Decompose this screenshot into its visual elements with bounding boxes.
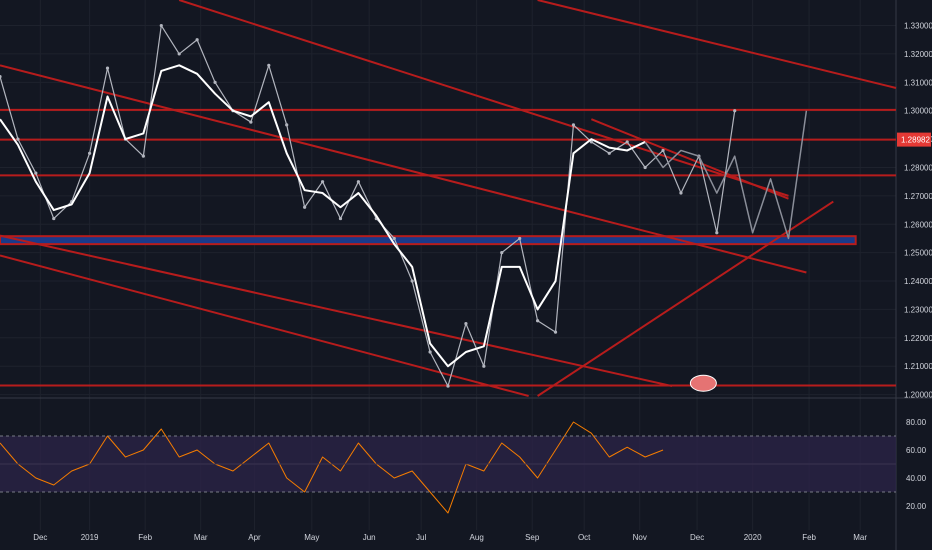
time-tick-label: Dec — [33, 533, 47, 542]
price-point — [589, 140, 593, 144]
price-point — [356, 180, 360, 184]
time-tick-label: Jun — [363, 533, 376, 542]
oscillator-tick-label: 60.00 — [906, 446, 927, 455]
price-point — [34, 171, 38, 175]
moving-average-series — [0, 64, 646, 368]
time-tick-label: Feb — [802, 533, 816, 542]
price-point — [482, 364, 486, 368]
price-point — [428, 350, 432, 354]
oscillator-tick-label: 20.00 — [906, 502, 927, 511]
price-point — [446, 384, 450, 388]
price-point — [733, 109, 737, 113]
note-marker-shape — [689, 374, 717, 392]
price-tick-label: 1.24000 — [904, 277, 932, 286]
price-point — [195, 38, 199, 42]
price-point — [0, 75, 2, 79]
price-series — [0, 23, 737, 388]
trend-line — [0, 64, 807, 274]
price-tick-label: 1.31000 — [904, 78, 932, 87]
price-point — [88, 151, 92, 155]
trend-lines — [0, 0, 897, 397]
price-point — [464, 322, 468, 326]
price-point — [536, 319, 540, 323]
price-axis: 1.20000 1.21000 1.22000 1.23000 1.24000 1.250… — [904, 22, 932, 400]
price-point — [392, 236, 396, 241]
time-tick-label: Oct — [578, 533, 591, 542]
time-tick-label: Apr — [248, 533, 261, 542]
price-tick-label: 1.28000 — [904, 163, 932, 172]
current-price-label: 1.28982 — [901, 136, 930, 145]
time-tick-label: Mar — [194, 533, 208, 542]
trend-line — [0, 234, 673, 388]
support-zone — [0, 235, 857, 246]
price-point — [661, 148, 665, 153]
time-tick-label: Nov — [633, 533, 647, 542]
price-point — [625, 140, 629, 144]
price-point — [553, 330, 558, 334]
current-price-tag: 1.28982 — [897, 132, 931, 147]
price-point — [410, 279, 414, 283]
price-point — [105, 66, 110, 70]
price-point — [159, 23, 163, 28]
trend-line — [537, 200, 834, 397]
price-point — [285, 123, 289, 127]
time-tick-label: Sep — [525, 533, 540, 542]
price-tick-label: 1.21000 — [904, 362, 932, 371]
projection-path — [644, 110, 808, 240]
trend-line — [537, 0, 897, 89]
note-marker-badge — [689, 374, 717, 392]
trend-line — [178, 0, 789, 197]
oscillator-axis: 20.00 40.00 60.00 80.00 — [0, 418, 927, 511]
price-point — [16, 137, 20, 141]
time-tick-label: Feb — [138, 533, 152, 542]
price-point — [303, 205, 307, 209]
price-line — [0, 24, 736, 387]
price-point — [320, 180, 325, 184]
price-point — [338, 216, 343, 221]
time-tick-label: Dec — [690, 533, 704, 542]
price-point — [571, 123, 576, 127]
price-point — [715, 231, 719, 235]
trend-line — [0, 254, 529, 397]
price-tick-label: 1.25000 — [904, 249, 932, 258]
time-tick-label: Jul — [416, 533, 426, 542]
price-point — [249, 120, 253, 124]
projection-line — [644, 110, 808, 240]
oscillator-tick-label: 80.00 — [906, 418, 927, 427]
price-point — [500, 251, 504, 255]
time-tick-label: 2019 — [81, 533, 99, 542]
oscillator-tick-label: 40.00 — [906, 474, 927, 483]
price-tick-label: 1.33000 — [904, 22, 932, 31]
trend-line — [590, 118, 789, 200]
price-point — [267, 63, 271, 67]
price-tick-label: 1.23000 — [904, 305, 932, 314]
price-tick-label: 1.20000 — [904, 391, 932, 400]
price-point — [213, 80, 217, 84]
time-tick-label: May — [304, 533, 319, 542]
price-tick-label: 1.32000 — [904, 50, 932, 59]
time-tick-label: Aug — [470, 533, 484, 542]
time-tick-label: Mar — [853, 533, 867, 542]
price-point — [518, 236, 522, 241]
price-point — [52, 216, 56, 221]
price-point — [141, 154, 145, 158]
price-tick-label: 1.26000 — [904, 220, 932, 229]
price-tick-label: 1.22000 — [904, 334, 932, 343]
price-point — [177, 52, 181, 56]
current-price-box — [897, 132, 931, 147]
price-point — [607, 151, 611, 155]
price-tick-label: 1.30000 — [904, 107, 932, 116]
note-marker[interactable] — [689, 374, 717, 392]
time-tick-label: 2020 — [744, 533, 762, 542]
price-point — [679, 191, 683, 195]
time-axis: Dec 2019 Feb Mar Apr May Jun Jul Aug Sep Oct Nov Dec… — [33, 533, 867, 542]
price-point — [643, 165, 647, 170]
price-tick-label: 1.27000 — [904, 192, 932, 201]
